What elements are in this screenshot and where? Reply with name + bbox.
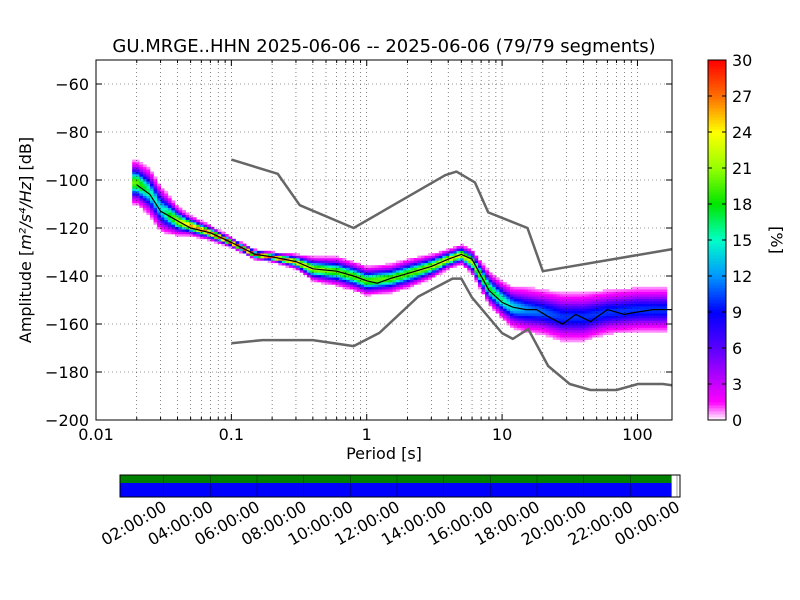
colorbar-gradient (708, 60, 726, 421)
y-axis: −200 −180 −160 −140 −120 −100 −80 −60 (45, 75, 672, 430)
grid (96, 60, 672, 420)
chart-title: GU.MRGE..HHN 2025-06-06 -- 2025-06-06 (7… (112, 36, 655, 57)
noise-models (230, 158, 672, 392)
x-axis-title: Period [s] (346, 444, 422, 463)
colorbar-tick-label: 3 (732, 375, 742, 394)
coverage-panel: 02:00:0004:00:0006:00:0008:00:0010:00:00… (98, 474, 683, 549)
x-tick-label: 0.01 (78, 425, 114, 444)
colorbar-ticks: 0 3 6 9 12 15 18 21 24 27 30 (708, 51, 752, 430)
psd-histogram (132, 159, 668, 343)
x-tick-label: 1 (362, 425, 372, 444)
colorbar-tick-label: 27 (732, 87, 752, 106)
colorbar-tick-label: 0 (732, 411, 742, 430)
plot-area: 0.01 0.1 1 10 100 −200 −180 −160 −140 −120 −100 −8… (45, 59, 673, 444)
y-tick-label: −140 (45, 267, 89, 286)
mode-series-line (136, 184, 672, 325)
y-tick-label: −60 (55, 75, 89, 94)
x-tick-label: 0.1 (219, 425, 244, 444)
x-axis: 0.01 0.1 1 10 100 (78, 60, 653, 444)
y-tick-label: −200 (45, 411, 89, 430)
colorbar: 0 3 6 9 12 15 18 21 24 27 30 [%] (707, 51, 786, 430)
x-tick-label: 100 (622, 425, 653, 444)
y-tick-label: −180 (45, 363, 89, 382)
coverage-processed-bar (120, 483, 672, 497)
colorbar-tick-label: 15 (732, 231, 752, 250)
y-tick-label: −80 (55, 123, 89, 142)
y-axis-title: Amplitude [m²/s⁴/Hz] [dB] (16, 137, 35, 343)
x-tick-label: 10 (492, 425, 512, 444)
y-tick-label: −100 (45, 171, 89, 190)
colorbar-tick-label: 6 (732, 339, 742, 358)
colorbar-tick-label: 24 (732, 123, 752, 142)
colorbar-tick-label: 12 (732, 267, 752, 286)
colorbar-tick-label: 18 (732, 195, 752, 214)
coverage-available-bar (120, 475, 672, 483)
mode-line (136, 184, 672, 325)
nhnm-line (230, 158, 672, 273)
colorbar-tick-label: 30 (732, 51, 752, 70)
y-tick-label: −120 (45, 219, 89, 238)
colorbar-label: [%] (767, 226, 786, 254)
colorbar-tick-label: 9 (732, 303, 742, 322)
y-tick-label: −160 (45, 315, 89, 334)
plot-frame (95, 59, 673, 421)
colorbar-tick-label: 21 (732, 159, 752, 178)
nlnm-line (231, 277, 672, 392)
